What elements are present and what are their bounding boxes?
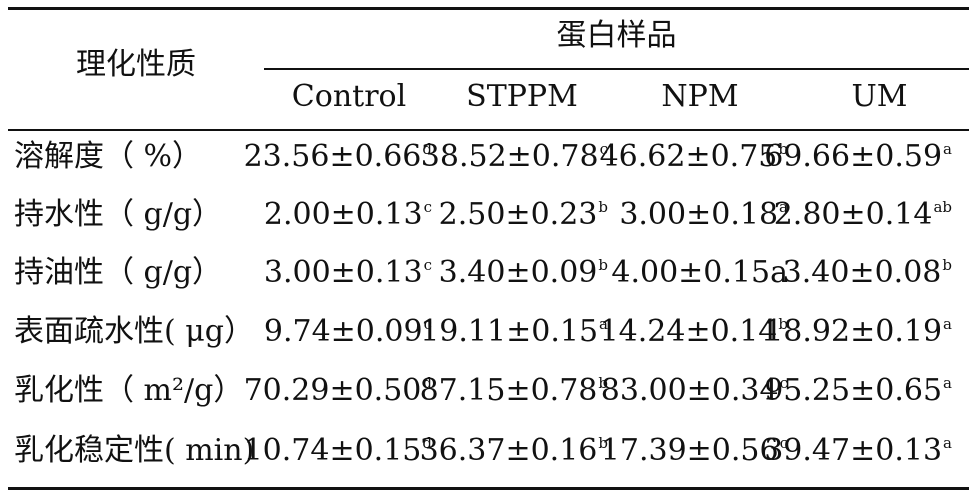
cell-value: 3.00±0.18 [619,197,779,232]
top-rule [8,7,969,10]
cell-value: 46.62±0.75 [599,139,778,174]
column-header-um: UM [851,79,908,114]
cell-value: 36.37±0.16 [419,433,598,468]
table-cell: 83.00±0.34c [601,372,788,410]
significance-letter: a [943,374,952,392]
significance-letter: c [599,140,608,158]
significance-letter: ab [933,198,952,216]
table-cell: 87.15±0.78b [420,372,608,410]
column-header-npm: NPM [661,79,739,114]
table-cell: 3.00±0.18a [619,196,788,234]
cell-value: 3.40±0.08 [782,255,942,290]
significance-letter: a [943,140,952,158]
table-cell: 38.52±0.78c [421,138,608,176]
header-rule [8,129,969,131]
table-cell: 2.80±0.14ab [774,196,952,234]
table-cell: 4.00±0.15a [611,254,788,292]
significance-letter: a [599,315,608,333]
table-cell: 10.74±0.15d [244,432,432,470]
significance-letter: c [423,198,432,216]
significance-letter: b [598,434,608,452]
significance-letter: c [779,434,788,452]
cell-value: 14.24±0.14 [599,314,778,349]
significance-letter: a [943,315,952,333]
column-header-control: Control [291,79,407,114]
significance-letter: b [778,315,788,333]
table-cell: 3.00±0.13c [264,254,432,292]
significance-letter: d [422,434,432,452]
table-cell: 70.29±0.50d [244,372,432,410]
table-cell: 2.00±0.13c [264,196,432,234]
cell-value: 2.00±0.13 [263,197,423,232]
significance-letter: a [779,198,788,216]
significance-letter: b [942,256,952,274]
row-label: 表面疏水性( μg） [14,314,254,349]
column-header-stppm: STPPM [466,79,578,114]
table-cell: 17.39±0.56c [601,432,788,470]
table-cell: 36.37±0.16b [420,432,608,470]
cell-value: 4.00±0.15a [611,255,788,290]
cell-value: 2.50±0.23 [438,197,598,232]
table-cell: 95.25±0.65a [764,372,952,410]
cell-value: 83.00±0.34 [600,373,779,408]
bottom-rule [8,487,969,490]
cell-value: 87.15±0.78 [419,373,598,408]
table-cell: 23.56±0.66d [244,138,432,176]
cell-value: 19.11±0.15 [420,314,599,349]
table-cell: 39.47±0.13a [764,432,952,470]
table-cell: 3.40±0.08b [783,254,952,292]
table-cell: 9.74±0.09c [264,313,432,351]
group-rule [264,68,969,70]
cell-value: 23.56±0.66 [243,139,422,174]
cell-value: 95.25±0.65 [764,373,943,408]
cell-value: 69.66±0.59 [764,139,943,174]
significance-letter: c [423,315,432,333]
significance-letter: c [423,256,432,274]
table-cell: 3.40±0.09b [439,254,608,292]
significance-letter: a [943,434,952,452]
table-cell: 46.62±0.75b [600,138,788,176]
significance-letter: b [778,140,788,158]
table-cell: 14.24±0.14b [600,313,788,351]
cell-value: 3.40±0.09 [438,255,598,290]
cell-value: 2.80±0.14 [773,197,933,232]
table-cell: 69.66±0.59a [764,138,952,176]
cell-value: 10.74±0.15 [243,433,422,468]
cell-value: 9.74±0.09 [263,314,423,349]
table-cell: 18.92±0.19a [764,313,952,351]
cell-value: 17.39±0.56 [600,433,779,468]
table-cell: 2.50±0.23b [439,196,608,234]
row-label: 乳化性（ m²/g） [14,373,244,408]
property-header: 理化性质 [76,47,196,82]
significance-letter: c [779,374,788,392]
significance-letter: b [598,374,608,392]
significance-letter: d [422,374,432,392]
cell-value: 39.47±0.13 [764,433,943,468]
row-label: 溶解度（ %） [14,139,203,174]
significance-letter: d [422,140,432,158]
row-label: 持油性（ g/g） [14,255,223,290]
row-label: 持水性（ g/g） [14,197,223,232]
significance-letter: b [598,256,608,274]
significance-letter: b [598,198,608,216]
sample-group-header: 蛋白样品 [556,18,677,53]
table-cell: 19.11±0.15a [420,313,608,351]
cell-value: 3.00±0.13 [263,255,423,290]
row-label: 乳化稳定性( min) [14,433,255,468]
cell-value: 70.29±0.50 [243,373,422,408]
cell-value: 18.92±0.19 [764,314,943,349]
cell-value: 38.52±0.78 [420,139,599,174]
